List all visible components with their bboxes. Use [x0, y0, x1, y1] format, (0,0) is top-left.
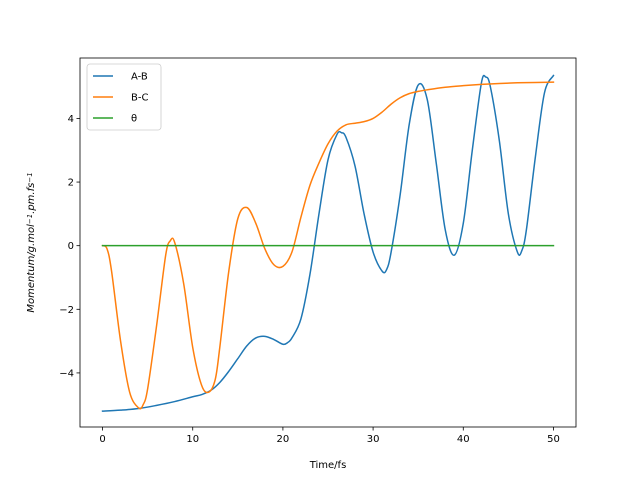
y-axis-ticks: −4 −2 0 2 4 [59, 114, 80, 379]
axes-frame [79, 57, 577, 428]
x-axis-label: Time/fs [309, 460, 347, 471]
x-tick-label: 20 [277, 434, 290, 445]
y-tick-label: 2 [68, 178, 74, 189]
series-line-2 [101, 81, 555, 410]
y-tick-label: 4 [68, 114, 74, 125]
y-axis-label-part: Momentum/g.mol [26, 224, 37, 313]
y-tick-label: 0 [68, 241, 74, 252]
x-axis-ticks: 0 10 20 30 40 50 [99, 427, 560, 445]
y-axis-label: Momentum/g.mol−1.pm.fs−1 [26, 172, 37, 312]
legend: A-B B-C θ [86, 63, 162, 131]
y-axis-label-part: .pm.fs [26, 183, 37, 214]
y-axis-label-exponent: −1 [26, 214, 34, 224]
legend-label: A-B [131, 72, 148, 83]
x-tick-label: 50 [547, 434, 560, 445]
y-axis-label-exponent: −1 [26, 172, 34, 182]
legend-label: θ [131, 114, 137, 125]
plot-lines [101, 74, 555, 412]
y-tick-label: −2 [59, 305, 74, 316]
x-tick-label: 30 [367, 434, 380, 445]
legend-box [86, 63, 162, 131]
x-tick-label: 40 [457, 434, 470, 445]
legend-label: B-C [131, 93, 148, 104]
y-tick-label: −4 [59, 368, 74, 379]
x-tick-label: 10 [186, 434, 199, 445]
x-tick-label: 0 [99, 434, 105, 445]
